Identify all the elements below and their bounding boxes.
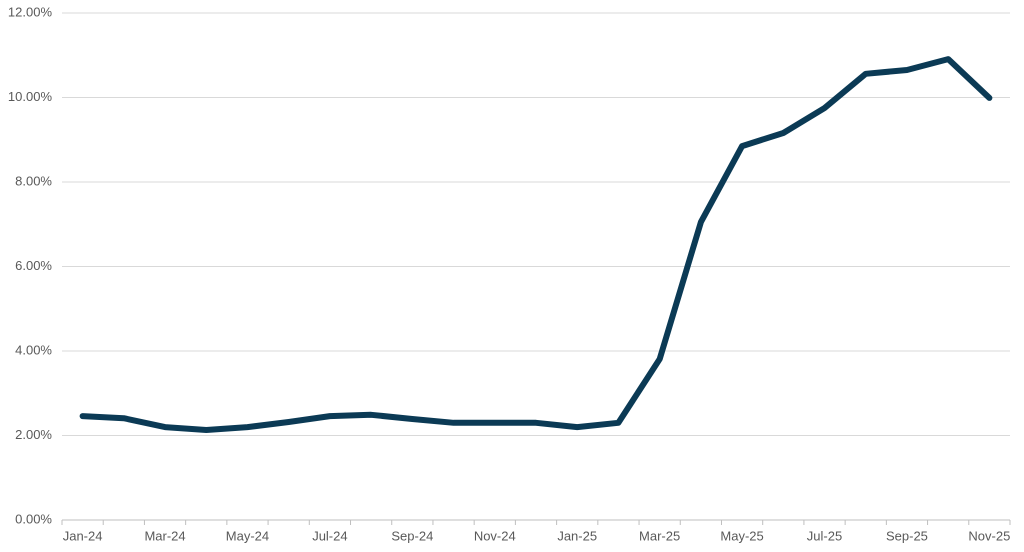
- y-tick-label: 4.00%: [15, 342, 52, 357]
- x-tick-label: Nov-24: [474, 528, 516, 543]
- x-tick-label: Jan-24: [63, 528, 103, 543]
- y-tick-label: 2.00%: [15, 427, 52, 442]
- x-tick-label: Mar-24: [144, 528, 185, 543]
- x-tick-label: Sep-24: [391, 528, 433, 543]
- y-tick-label: 0.00%: [15, 511, 52, 526]
- y-tick-label: 6.00%: [15, 258, 52, 273]
- x-tick-label: Sep-25: [886, 528, 928, 543]
- x-tick-label: May-24: [226, 528, 269, 543]
- x-tick-label: Nov-25: [968, 528, 1010, 543]
- x-tick-label: Jul-24: [312, 528, 347, 543]
- x-tick-label: Jul-25: [807, 528, 842, 543]
- y-tick-label: 8.00%: [15, 173, 52, 188]
- y-tick-label: 10.00%: [8, 89, 53, 104]
- series-line: [79, 56, 993, 433]
- x-tick-label: May-25: [720, 528, 763, 543]
- x-tick-label: Mar-25: [639, 528, 680, 543]
- y-tick-label: 12.00%: [8, 4, 53, 19]
- x-tick-label: Jan-25: [557, 528, 597, 543]
